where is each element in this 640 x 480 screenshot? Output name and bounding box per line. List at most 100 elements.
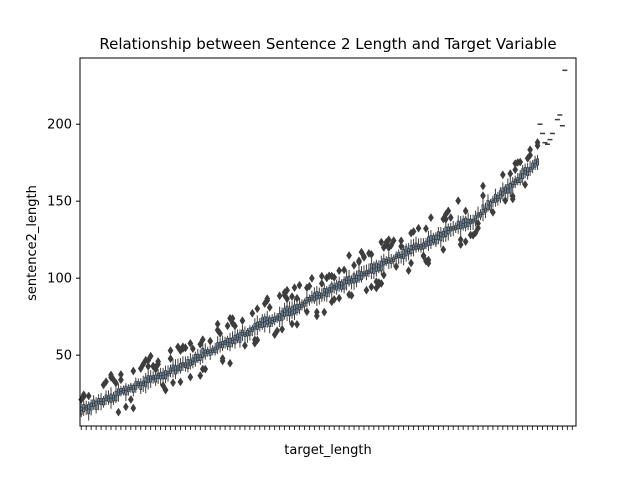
- outlier-point: [254, 304, 261, 314]
- outlier-point: [472, 228, 479, 238]
- outlier-point: [306, 281, 313, 291]
- outlier-point: [308, 273, 315, 283]
- box-20: [126, 384, 130, 396]
- box-156: [462, 206, 469, 247]
- outlier-point: [130, 403, 137, 413]
- box-43: [182, 343, 189, 372]
- outlier-point: [527, 150, 534, 160]
- box-82: [279, 307, 286, 334]
- outlier-point: [239, 316, 246, 326]
- box-111: [351, 260, 357, 290]
- outlier-point: [170, 378, 176, 388]
- box-163: [480, 181, 486, 222]
- outlier-point: [207, 336, 214, 346]
- outlier-point: [380, 270, 387, 280]
- box-130: [398, 236, 405, 264]
- box-164: [484, 202, 487, 219]
- box-53: [207, 336, 214, 360]
- outlier-point: [423, 224, 429, 234]
- box-144: [434, 232, 438, 248]
- box-60: [224, 321, 231, 351]
- box-169: [496, 191, 500, 206]
- box-162: [479, 209, 482, 221]
- outlier-point: [445, 206, 452, 216]
- box-72: [254, 304, 261, 345]
- box-170: [498, 187, 502, 204]
- y-tick-label: 50: [55, 349, 72, 364]
- box-115: [361, 252, 367, 279]
- box-119: [372, 261, 376, 279]
- box-185: [534, 138, 541, 170]
- box-49: [197, 339, 204, 381]
- box-73: [258, 318, 262, 332]
- outlier-point: [249, 308, 256, 318]
- box-116: [363, 264, 370, 295]
- outlier-point: [110, 375, 117, 385]
- outlier-point: [266, 302, 273, 312]
- outlier-point: [336, 266, 343, 276]
- box-108: [345, 270, 349, 291]
- box-96: [313, 286, 320, 321]
- outlier-point: [351, 260, 357, 270]
- box-93: [306, 281, 313, 306]
- outlier-point: [512, 165, 519, 175]
- outlier-point: [462, 206, 469, 216]
- box-99: [321, 284, 328, 317]
- box-75: [261, 299, 268, 333]
- box-138: [419, 237, 423, 253]
- box-7: [94, 397, 98, 414]
- outlier-point: [155, 359, 162, 369]
- outlier-point: [442, 214, 449, 224]
- outlier-point: [405, 266, 412, 276]
- outlier-point: [115, 407, 122, 417]
- outlier-point: [420, 251, 427, 261]
- outlier-point: [527, 145, 534, 155]
- box-67: [242, 326, 248, 350]
- box-146: [439, 226, 443, 248]
- outlier-point: [385, 235, 392, 245]
- box-17: [118, 370, 124, 397]
- outlier-point: [447, 213, 454, 223]
- outlier-point: [167, 346, 174, 356]
- box-183: [531, 160, 535, 174]
- outlier-point: [279, 324, 286, 334]
- box-129: [397, 249, 401, 265]
- box-36: [166, 365, 170, 382]
- outlier-point: [390, 236, 397, 246]
- box-134: [408, 228, 414, 268]
- box-78: [270, 314, 274, 327]
- box-47: [193, 351, 197, 367]
- outlier-point: [227, 358, 233, 368]
- outlier-point: [202, 364, 209, 374]
- outlier-point: [440, 245, 447, 255]
- box-103: [331, 272, 338, 304]
- outlier-point: [462, 237, 469, 247]
- outlier-point: [304, 307, 310, 317]
- box-127: [390, 236, 397, 266]
- outlier-point: [348, 290, 355, 300]
- outlier-point: [254, 335, 261, 345]
- outlier-point: [127, 395, 134, 404]
- box-30: [150, 361, 157, 384]
- box-5: [89, 399, 93, 416]
- box-51: [202, 343, 209, 374]
- box-33: [159, 367, 163, 386]
- outlier-point: [475, 218, 481, 228]
- box-153: [455, 196, 462, 234]
- chart-title: Relationship between Sentence 2 Length a…: [99, 35, 556, 53]
- box-184: [533, 155, 537, 171]
- box-90: [300, 299, 304, 311]
- outlier-point: [187, 338, 194, 348]
- box-46: [189, 344, 196, 369]
- outlier-point: [197, 339, 204, 349]
- box-81: [276, 291, 283, 327]
- outlier-point: [415, 223, 422, 233]
- box-175: [509, 176, 516, 204]
- outlier-point: [162, 385, 169, 395]
- box-94: [308, 273, 315, 304]
- box-174: [507, 169, 514, 197]
- outlier-point: [229, 314, 236, 323]
- outlier-point: [490, 207, 496, 217]
- box-25: [137, 364, 144, 394]
- outlier-point: [428, 213, 434, 223]
